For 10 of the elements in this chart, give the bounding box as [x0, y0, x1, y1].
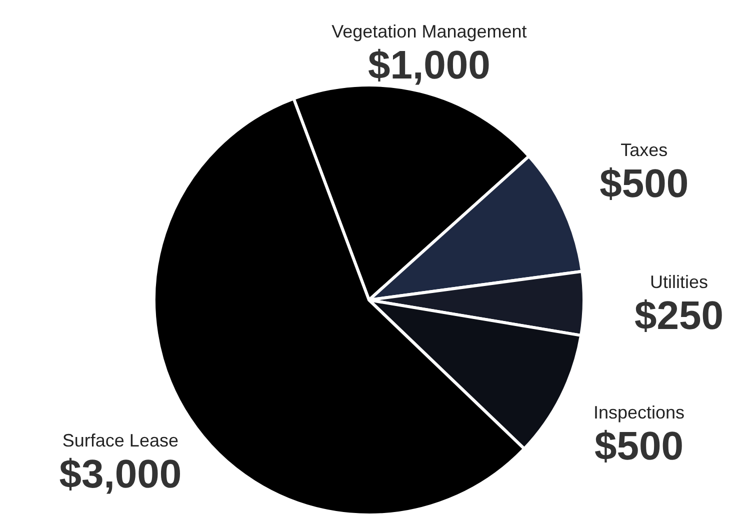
- slice-label: Taxes: [620, 140, 668, 160]
- data-label: $250: [634, 294, 724, 338]
- slice-label: Surface Lease: [62, 430, 178, 451]
- slice-label: Vegetation Management: [332, 21, 527, 42]
- data-label: $3,000: [59, 452, 182, 497]
- slice-label: Utilities: [650, 272, 708, 292]
- data-label: $500: [594, 424, 684, 468]
- data-label: $1,000: [368, 43, 490, 88]
- data-label: $500: [600, 162, 689, 206]
- slice-label: Inspections: [593, 402, 685, 422]
